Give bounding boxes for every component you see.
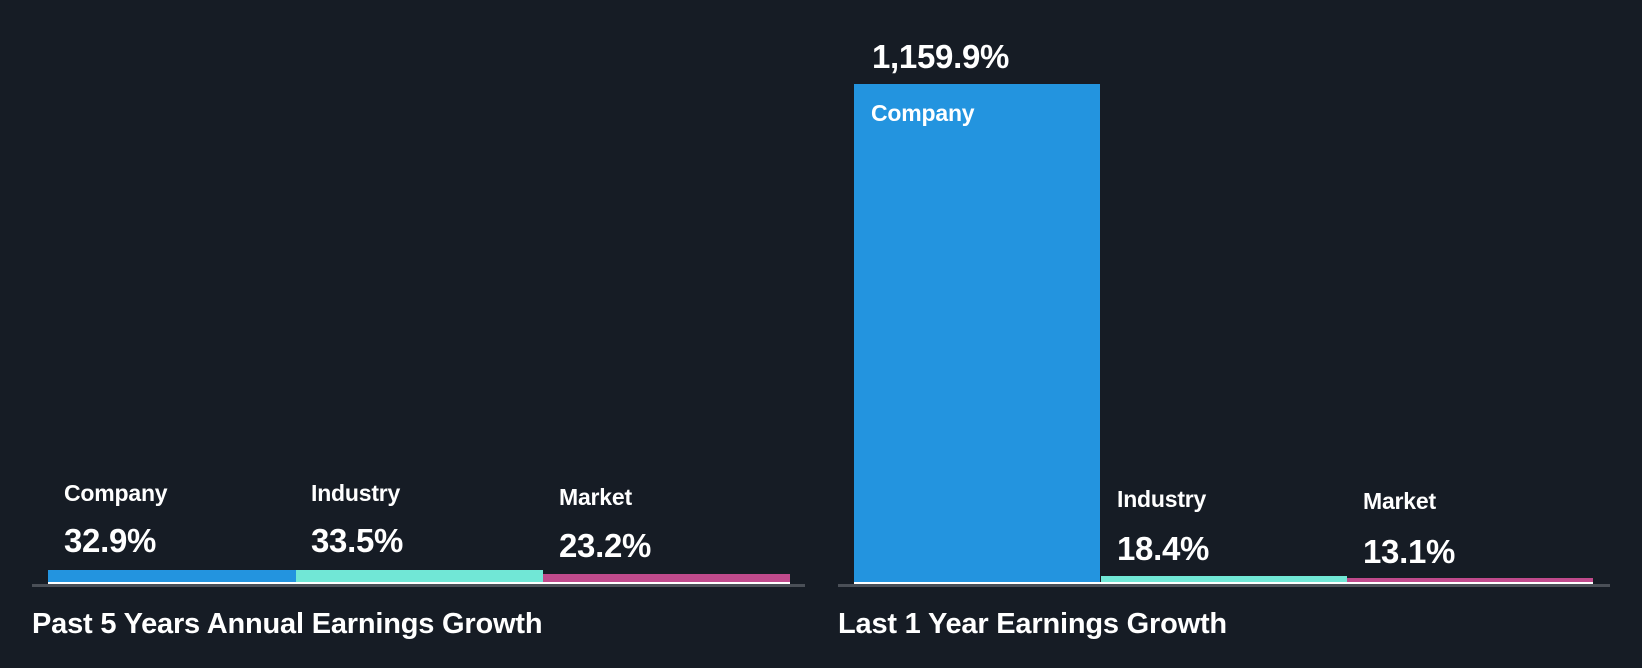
company-label: Company [64,480,168,506]
company-value: 1,159.9% [872,38,1010,75]
chart-title: Last 1 Year Earnings Growth [838,608,1227,640]
x-axis-baseline [838,584,1610,587]
industry-bar [296,570,543,582]
market-label: Market [559,484,632,510]
market-bar [1347,578,1593,582]
industry-bar [1101,576,1347,582]
market-label: Market [1363,488,1436,514]
company-bar [854,84,1100,582]
market-value: 13.1% [1363,533,1456,570]
company-label: Company [871,100,975,126]
company-value: 32.9% [64,522,157,559]
industry-label: Industry [311,480,401,506]
industry-value: 18.4% [1117,530,1210,567]
industry-label: Industry [1117,486,1207,512]
market-bar [543,574,790,582]
x-axis-baseline [32,584,805,587]
company-bar [48,570,296,582]
bar-base-line [48,582,790,585]
bar-base-line [854,582,1593,585]
chart-title: Past 5 Years Annual Earnings Growth [32,608,543,640]
industry-value: 33.5% [311,522,404,559]
market-value: 23.2% [559,527,652,564]
